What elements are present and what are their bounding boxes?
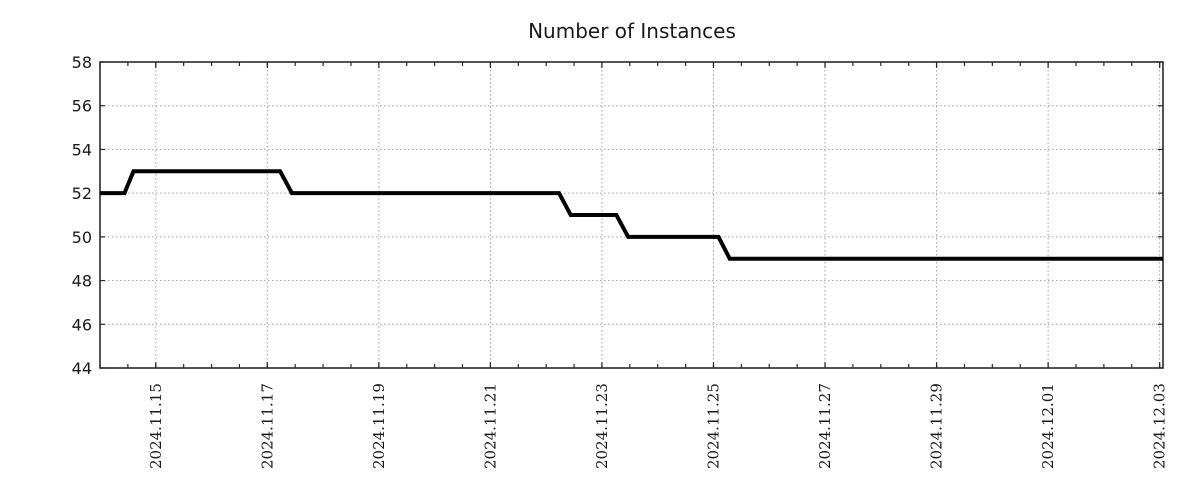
y-tick-label: 52 bbox=[72, 184, 92, 203]
x-tick-label: 2024.12.01 bbox=[1039, 383, 1057, 469]
data-line-instances bbox=[100, 169, 1163, 261]
y-tick-label: 44 bbox=[72, 359, 92, 378]
x-tick-label: 2024.11.15 bbox=[147, 383, 165, 469]
y-tick-label: 56 bbox=[72, 97, 92, 116]
x-tick-label: 2024.11.27 bbox=[816, 383, 834, 469]
x-tick-label: 2024.11.23 bbox=[593, 383, 611, 469]
x-tick-label: 2024.11.17 bbox=[258, 383, 276, 469]
y-tick-label: 46 bbox=[72, 315, 92, 334]
y-tick-label: 48 bbox=[72, 272, 92, 291]
chart-title: Number of Instances bbox=[528, 19, 736, 43]
y-tick-label: 50 bbox=[72, 228, 92, 247]
x-tick-label: 2024.11.19 bbox=[370, 383, 388, 469]
plot-border bbox=[99, 61, 1164, 369]
plot-area: 2024.11.15 2024.11.17 2024.11.19 2024.11.21… bbox=[72, 53, 1169, 469]
y-tick-label: 54 bbox=[72, 140, 92, 159]
x-tick-label: 2024.11.25 bbox=[704, 383, 722, 469]
x-tick-label: 2024.11.29 bbox=[928, 383, 946, 469]
x-tick-label: 2024.11.21 bbox=[481, 383, 499, 469]
y-tick-label: 58 bbox=[72, 53, 92, 72]
x-tick-label: 2024.12.03 bbox=[1151, 383, 1169, 469]
